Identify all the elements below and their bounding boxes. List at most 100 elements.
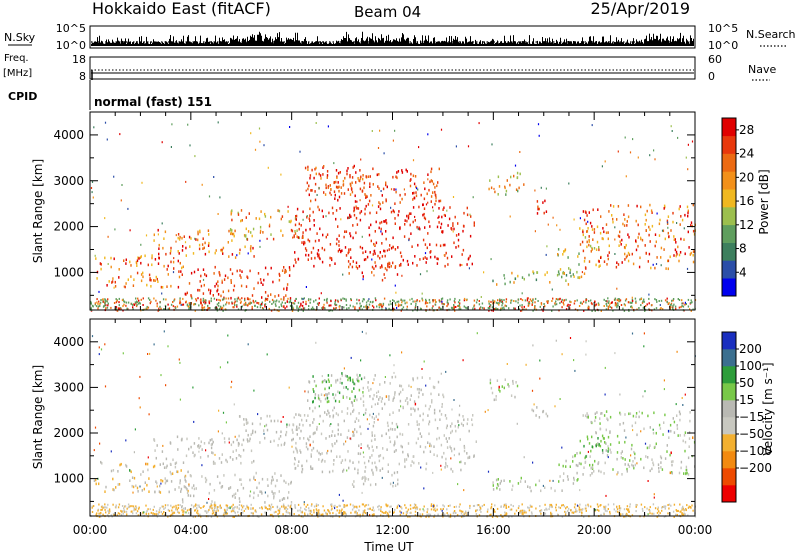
heatmap-cell [115,504,117,507]
heatmap-cell [188,307,190,310]
heatmap-cell [305,253,307,257]
heatmap-cell [105,485,107,489]
heatmap-cell [367,203,370,206]
heatmap-cell [497,193,499,196]
heatmap-cell [303,437,305,440]
heatmap-cell [118,304,120,307]
heatmap-cell [204,476,207,480]
heatmap-cell [178,270,180,273]
heatmap-cell [488,302,490,305]
heatmap-cell [265,423,268,427]
heatmap-cell [446,440,448,443]
heatmap-cell [653,308,656,311]
heatmap-cell [475,440,477,443]
heatmap-cell [607,305,610,308]
heatmap-cell [463,489,465,492]
heatmap-cell [591,463,594,467]
heatmap-cell [588,306,590,309]
heatmap-cell [371,265,374,269]
heatmap-cell [421,513,424,516]
heatmap-cell [630,305,632,308]
heatmap-cell [449,298,451,301]
heatmap-cell [663,248,665,251]
heatmap-cell [99,305,101,307]
heatmap-cell [334,442,336,445]
heatmap-cell [521,292,523,295]
heatmap-cell [316,449,318,453]
y-tick-label: 2000 [53,220,84,234]
heatmap-cell [309,176,311,180]
heatmap-cell [209,438,211,442]
heatmap-cell [309,214,311,217]
heatmap-cell [436,454,438,458]
heatmap-cell [413,400,416,403]
heatmap-cell [228,441,230,444]
heatmap-cell [583,444,585,448]
heatmap-cell [264,303,267,306]
heatmap-cell [512,382,514,385]
heatmap-cell [407,453,409,456]
heatmap-cell [418,226,420,230]
heatmap-cell [348,272,350,275]
heatmap-cell [561,298,563,301]
heatmap-cell [585,299,587,302]
heatmap-cell [671,463,673,467]
heatmap-cell [614,298,616,301]
heatmap-cell [511,488,513,491]
heatmap-cell [539,359,541,362]
heatmap-cell [342,499,344,502]
heatmap-cell [420,308,422,311]
heatmap-cell [508,307,510,310]
heatmap-cell [111,280,114,283]
heatmap-cell [451,228,453,231]
heatmap-cell [386,268,388,272]
heatmap-cell [445,251,447,255]
heatmap-cell [551,309,553,312]
heatmap-cell [374,434,376,437]
heatmap-cell [394,393,396,396]
heatmap-cell [676,222,678,224]
heatmap-cell [230,510,233,513]
heatmap-cell [134,428,136,431]
heatmap-cell [170,249,172,253]
heatmap-cell [687,168,689,171]
heatmap-cell [583,272,586,275]
heatmap-cell [416,187,418,190]
heatmap-cell [132,485,135,489]
heatmap-cell [267,294,269,298]
heatmap-cell [91,191,93,194]
heatmap-cell [601,237,603,240]
heatmap-cell [252,429,254,433]
heatmap-cell [563,505,566,508]
heatmap-cell [289,304,292,307]
heatmap-cell [421,376,423,379]
heatmap-cell [523,509,525,512]
heatmap-cell [296,451,299,454]
heatmap-cell [439,300,441,303]
heatmap-cell [672,417,674,420]
heatmap-cell [313,264,315,268]
heatmap-cell [326,170,329,173]
heatmap-cell [338,244,340,247]
colorbar-tick-label: 24 [739,147,754,161]
heatmap-cell [249,269,251,273]
heatmap-cell [305,303,307,306]
y-tick-label: 1000 [53,265,84,279]
heatmap-cell [311,448,313,452]
heatmap-cell [532,461,534,464]
heatmap-cell [123,509,125,512]
heatmap-cell [460,515,463,518]
heatmap-cell [364,411,367,415]
heatmap-cell [322,505,324,508]
heatmap-cell [452,470,454,473]
heatmap-cell [619,300,621,303]
heatmap-cell [425,301,427,304]
heatmap-cell [508,385,510,388]
heatmap-cell [369,185,371,188]
heatmap-cell [216,308,219,310]
heatmap-cell [369,456,371,459]
heatmap-cell [550,511,552,514]
heatmap-cell [668,503,671,506]
heatmap-cell [375,264,377,268]
heatmap-cell [423,197,426,201]
